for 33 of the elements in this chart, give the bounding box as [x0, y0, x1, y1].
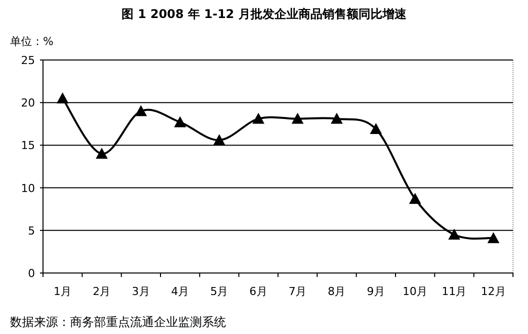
- y-tick-label: 15: [21, 139, 35, 152]
- x-tick-label: 6月: [249, 285, 268, 298]
- y-tick-label: 0: [28, 267, 35, 280]
- point: [487, 232, 500, 244]
- point: [370, 123, 382, 134]
- x-tick-label: 8月: [328, 285, 346, 298]
- ylabel: 单位：%: [10, 35, 54, 48]
- y-tick-label: 5: [28, 224, 35, 238]
- x-tick-label: 7月: [288, 285, 307, 298]
- point: [134, 105, 147, 116]
- point: [409, 192, 422, 204]
- x-tick-label: 1月: [54, 285, 72, 298]
- x-tick-label: 2月: [92, 285, 111, 298]
- x-tick-label: 12月: [480, 285, 506, 298]
- annotation: 数据来源：商务部重点流通企业监测系统: [10, 315, 226, 329]
- x-tick-label: 10月: [402, 285, 428, 298]
- point: [448, 228, 460, 240]
- x-tick-label: 11月: [442, 285, 467, 298]
- point: [56, 92, 69, 104]
- title: 图 1 2008 年 1-12 月批发企业商品销售额同比增速: [122, 7, 406, 21]
- point: [292, 112, 304, 124]
- point: [174, 116, 186, 128]
- point: [330, 112, 343, 124]
- y-tick-label: 20: [21, 96, 35, 110]
- point: [96, 148, 108, 159]
- x-tick-label: 9月: [366, 285, 385, 298]
- y-tick-label: 25: [21, 54, 35, 67]
- x-tick-label: 4月: [171, 285, 190, 298]
- point: [213, 134, 226, 146]
- x-tick-label: 3月: [132, 285, 150, 298]
- point: [252, 112, 264, 124]
- x-tick-label: 5月: [210, 285, 228, 298]
- y-tick-label: 10: [21, 182, 35, 195]
